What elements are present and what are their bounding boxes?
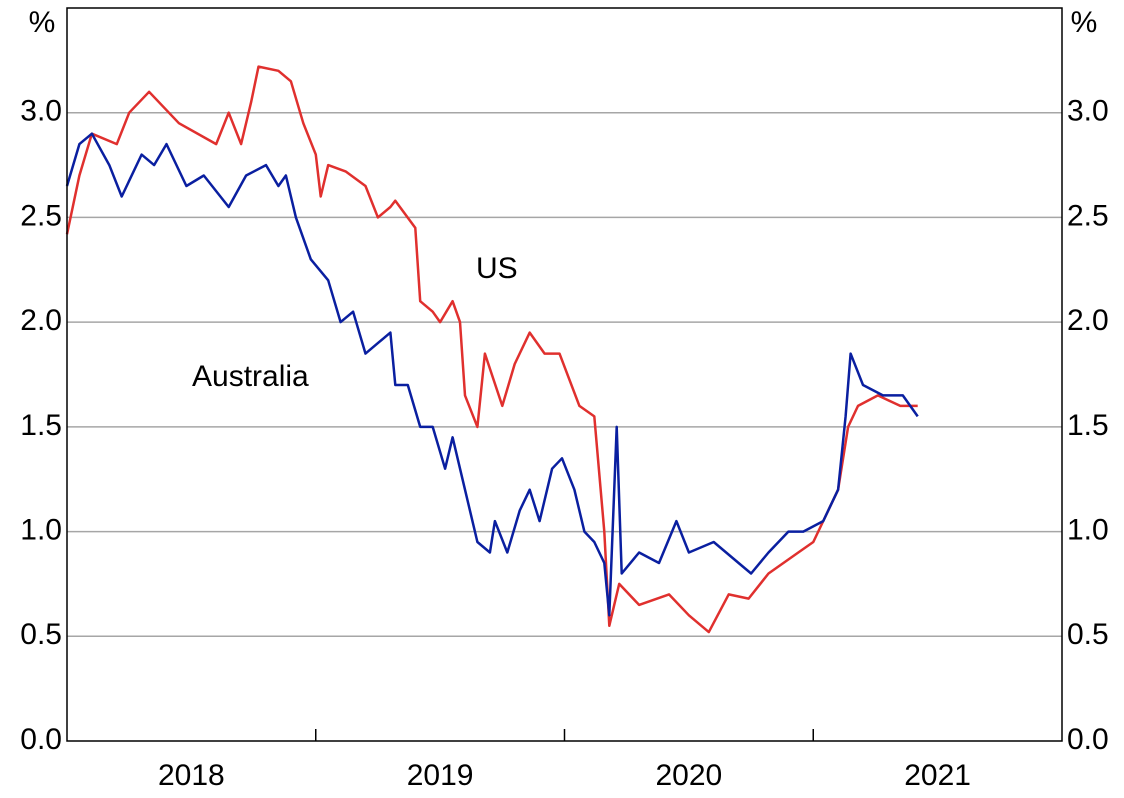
y-tick-label: 0.0 [20,723,62,756]
y-tick-label: 0.5 [20,618,62,651]
y2-unit: % [1071,6,1098,39]
y2-tick-label: 1.5 [1067,409,1109,442]
y-tick-label: 2.0 [20,304,62,337]
x-tick-label: 2018 [158,759,225,792]
y2-tick-label: 0.0 [1067,723,1109,756]
y-unit: % [29,6,56,39]
y-tick-label: 3.0 [20,95,62,128]
annotation-us: US [476,252,518,285]
y-tick-label: 2.5 [20,199,62,232]
y-tick-label: 1.0 [20,513,62,546]
y2-tick-label: 3.0 [1067,95,1109,128]
x-tick-label: 2019 [407,759,474,792]
y2-tick-label: 2.0 [1067,304,1109,337]
line-series [65,65,918,634]
y2-tick-label: 0.5 [1067,618,1109,651]
annotation-australia: Australia [192,360,309,393]
y2-tick-label: 2.5 [1067,199,1109,232]
plot-frame [66,7,1063,742]
x-tick-label: 2020 [656,759,723,792]
x-tick-label: 2021 [904,759,971,792]
line-series [65,132,919,617]
y-tick-label: 1.5 [20,409,62,442]
y2-tick-label: 1.0 [1067,513,1109,546]
